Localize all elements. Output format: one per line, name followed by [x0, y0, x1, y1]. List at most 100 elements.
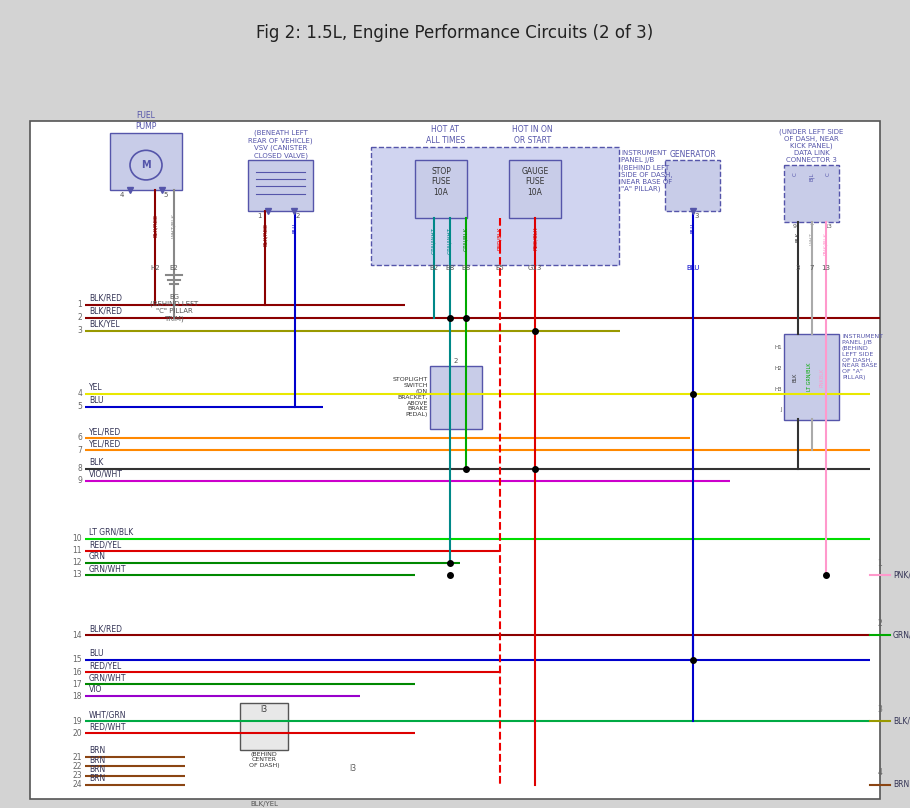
Text: RED/WHT: RED/WHT: [89, 722, 126, 731]
Text: INSTRUMENT
PANEL J/B
(BEHIND
LEFT SIDE
OF DASH,
NEAR BASE
OF "A"
PILLAR): INSTRUMENT PANEL J/B (BEHIND LEFT SIDE O…: [842, 335, 883, 380]
Text: B|L: B|L: [809, 173, 814, 181]
Text: 17: 17: [73, 680, 82, 688]
Text: STOP
FUSE
10A: STOP FUSE 10A: [431, 167, 451, 196]
Text: 20: 20: [73, 729, 82, 738]
Text: 21: 21: [73, 752, 82, 762]
Text: YEL/RED: YEL/RED: [89, 440, 121, 448]
Text: GRN/WHT: GRN/WHT: [431, 227, 437, 254]
Text: 22: 22: [73, 762, 82, 771]
Text: BLK/RED: BLK/RED: [153, 213, 157, 237]
Text: 3: 3: [877, 705, 883, 713]
Text: 2: 2: [454, 358, 459, 364]
Text: GRN/WHT: GRN/WHT: [89, 564, 126, 573]
Text: 1: 1: [77, 301, 82, 309]
Text: BLK/RED: BLK/RED: [262, 222, 268, 246]
Text: 7: 7: [810, 225, 814, 229]
Text: 1: 1: [257, 213, 261, 219]
Text: RED/BLK: RED/BLK: [498, 227, 502, 250]
Bar: [509, 161, 561, 218]
Text: STOPLIGHT
SWITCH
(ON
BRACKET,
ABOVE
BRAKE
PEDAL): STOPLIGHT SWITCH (ON BRACKET, ABOVE BRAK…: [393, 377, 428, 417]
Text: 16: 16: [73, 667, 82, 676]
Text: C: C: [793, 173, 797, 176]
Text: 2: 2: [77, 314, 82, 322]
Text: BLU: BLU: [691, 222, 695, 233]
Text: 18: 18: [73, 692, 82, 701]
Bar: [415, 161, 467, 218]
Text: RED/BLK: RED/BLK: [532, 227, 538, 250]
Bar: [784, 335, 839, 419]
Bar: [248, 161, 313, 212]
Text: HOT IN ON
OR START: HOT IN ON OR START: [512, 125, 552, 145]
Text: 24: 24: [73, 781, 82, 789]
Text: 7: 7: [77, 445, 82, 455]
Text: (BEHIND
CENTER
OF DASH): (BEHIND CENTER OF DASH): [248, 751, 279, 768]
Text: BG
(BEHIND LEFT
"C" PILLAR
TRIM): BG (BEHIND LEFT "C" PILLAR TRIM): [150, 293, 198, 322]
Text: PNK/BLK: PNK/BLK: [893, 570, 910, 579]
Text: 14: 14: [73, 630, 82, 639]
Text: BLU: BLU: [89, 649, 104, 659]
Text: FUEL
PUMP: FUEL PUMP: [136, 112, 157, 131]
Text: BRN: BRN: [89, 774, 106, 783]
Text: E5: E5: [496, 265, 504, 271]
Text: (UNDER LEFT SIDE
OF DASH, NEAR
KICK PANEL)
DATA LINK
CONNECTOR 3: (UNDER LEFT SIDE OF DASH, NEAR KICK PANE…: [779, 128, 844, 163]
Text: BLU: BLU: [686, 265, 700, 271]
Text: 9: 9: [793, 225, 797, 229]
Text: 5: 5: [164, 192, 168, 198]
Bar: [110, 133, 182, 190]
Text: INSTRUMENT
PANEL J/B
(BEHIND LEFT
SIDE OF DASH,
NEAR BASE OF
"A" PILLAR): INSTRUMENT PANEL J/B (BEHIND LEFT SIDE O…: [621, 150, 672, 192]
Text: H3: H3: [774, 387, 782, 392]
Text: H2: H2: [150, 265, 160, 271]
Text: 19: 19: [73, 717, 82, 726]
Text: RED/YEL: RED/YEL: [89, 540, 121, 549]
Text: BLK/RED: BLK/RED: [89, 307, 122, 316]
Text: 23: 23: [73, 771, 82, 781]
Text: YEL/RED: YEL/RED: [89, 427, 121, 436]
Text: B8: B8: [445, 265, 455, 271]
Text: 5: 5: [77, 402, 82, 411]
Text: H1: H1: [774, 345, 782, 350]
Text: VIO: VIO: [89, 685, 102, 694]
Text: GENERATOR: GENERATOR: [669, 149, 716, 158]
Text: GRN: GRN: [89, 552, 106, 561]
Text: LT GRN/BLK: LT GRN/BLK: [89, 528, 133, 537]
Text: J: J: [781, 406, 782, 412]
Text: 1: 1: [877, 558, 883, 567]
Text: 11: 11: [73, 546, 82, 555]
Text: BLK: BLK: [89, 457, 104, 467]
Bar: [784, 165, 839, 222]
Text: GRN/WHT: GRN/WHT: [448, 227, 452, 254]
Text: 15: 15: [73, 655, 82, 664]
Text: GRN/ORG: GRN/ORG: [893, 630, 910, 639]
Text: 9: 9: [77, 476, 82, 485]
Text: (BENEATH LEFT
REAR OF VEHICLE)
VSV (CANISTER
CLOSED VALVE): (BENEATH LEFT REAR OF VEHICLE) VSV (CANI…: [248, 129, 313, 158]
Text: 12: 12: [73, 558, 82, 567]
Text: 13: 13: [73, 570, 82, 579]
Text: 13: 13: [824, 225, 832, 229]
Text: H2: H2: [774, 366, 782, 371]
Text: 4: 4: [877, 768, 883, 777]
Text: C: C: [825, 173, 831, 176]
Text: 13: 13: [822, 265, 831, 271]
Text: BLU: BLU: [292, 222, 298, 233]
Text: BRN: BRN: [893, 781, 909, 789]
Text: PNK/BLK: PNK/BLK: [824, 232, 828, 255]
Text: 6: 6: [77, 434, 82, 443]
Text: BRN: BRN: [89, 755, 106, 764]
Text: BLK: BLK: [793, 372, 797, 381]
Text: 3: 3: [77, 326, 82, 335]
Text: LT GRN/BLK: LT GRN/BLK: [806, 363, 811, 391]
Text: BLK/RED: BLK/RED: [89, 294, 122, 303]
Text: I3: I3: [260, 705, 268, 714]
Text: 4: 4: [120, 192, 124, 198]
Bar: [240, 704, 288, 750]
Text: 2: 2: [877, 619, 883, 628]
Text: 3: 3: [694, 213, 699, 219]
Text: B8: B8: [461, 265, 470, 271]
Text: 8: 8: [77, 464, 82, 473]
Text: VIO/WHT: VIO/WHT: [89, 469, 123, 478]
Text: GAUGE
FUSE
10A: GAUGE FUSE 10A: [521, 167, 549, 196]
Text: 3: 3: [795, 265, 800, 271]
Text: GRN/BLK: GRN/BLK: [463, 227, 469, 251]
Text: GRN/WHT: GRN/WHT: [89, 673, 126, 682]
Text: BRN: BRN: [89, 765, 106, 774]
